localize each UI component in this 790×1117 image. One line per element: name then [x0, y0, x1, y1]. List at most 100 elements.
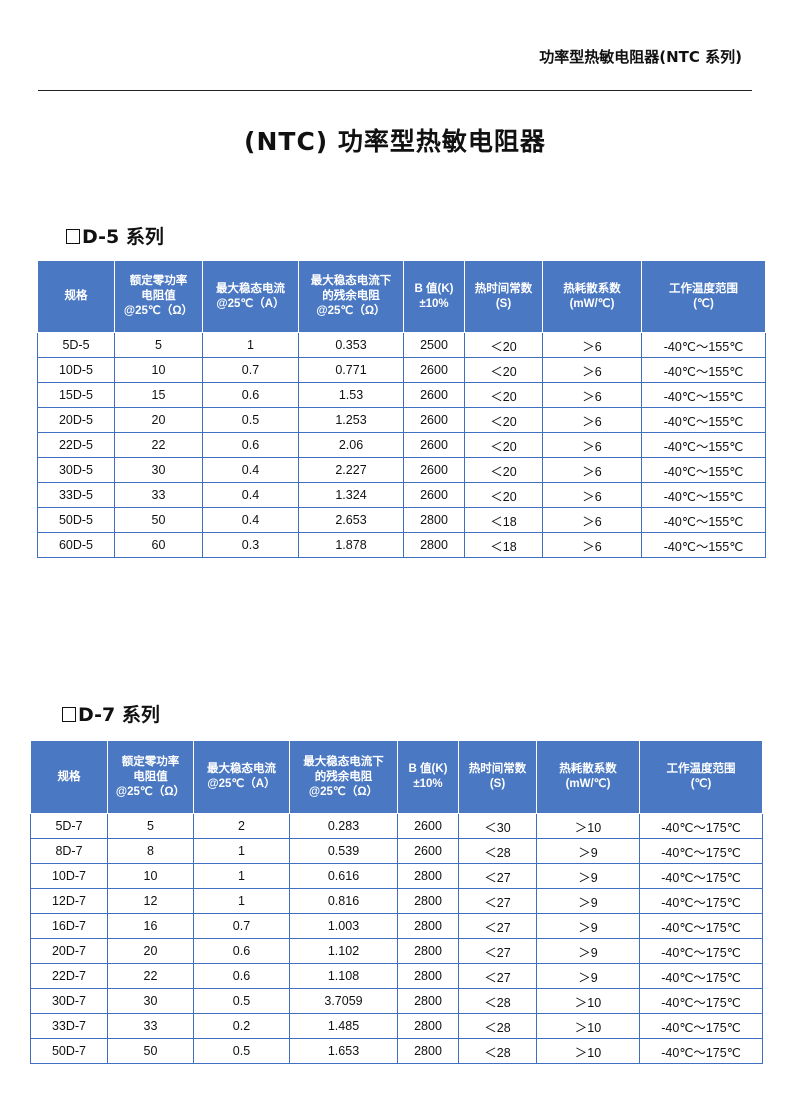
- cell-b-value: 2600: [403, 457, 465, 483]
- cell-model: 8D-7: [30, 838, 108, 864]
- cell-max-current: 2: [193, 813, 290, 839]
- cell-thermal-time-constant: ＜27: [458, 863, 537, 889]
- cell-residual-resistance: 0.816: [289, 888, 398, 914]
- cell-model: 10D-7: [30, 863, 108, 889]
- cell-model: 15D-5: [37, 382, 115, 408]
- cell-model: 22D-7: [30, 963, 108, 989]
- cell-dissipation-factor: ＞6: [542, 332, 642, 358]
- table-row: 20D-5 20 0.5 1.253 2600 ＜20 ＞6 -40℃～155℃: [37, 407, 766, 433]
- table-row: 5D-5 5 1 0.353 2500 ＜20 ＞6 -40℃～155℃: [37, 332, 766, 358]
- table-header-row: 规格 额定零功率 电阻值 @25℃（Ω） 最大稳态电流 @25℃（A） 最大稳态…: [30, 740, 763, 814]
- cell-temperature-range: -40℃～155℃: [641, 407, 766, 433]
- col-header-model: 规格: [37, 260, 115, 333]
- cell-rated-resistance: 60: [114, 532, 203, 558]
- cell-dissipation-factor: ＞9: [536, 838, 640, 864]
- cell-residual-resistance: 1.102: [289, 938, 398, 964]
- col-header-residual-resistance: 最大稳态电流下 的残余电阻 @25℃（Ω）: [289, 740, 398, 814]
- cell-model: 20D-7: [30, 938, 108, 964]
- table-row: 33D-7 33 0.2 1.485 2800 ＜28 ＞10 -40℃～175℃: [30, 1013, 763, 1039]
- col-header-b-value: B 值(K) ±10%: [397, 740, 459, 814]
- cell-max-current: 1: [193, 838, 290, 864]
- cell-residual-resistance: 0.283: [289, 813, 398, 839]
- cell-b-value: 2800: [397, 1013, 459, 1039]
- col-header-temperature-range: 工作温度范围 (℃): [639, 740, 763, 814]
- cell-residual-resistance: 2.227: [298, 457, 404, 483]
- col-header-max-current: 最大稳态电流 @25℃（A）: [202, 260, 299, 333]
- cell-b-value: 2800: [403, 532, 465, 558]
- spec-table-d7: 规格 额定零功率 电阻值 @25℃（Ω） 最大稳态电流 @25℃（A） 最大稳态…: [30, 740, 763, 1064]
- cell-b-value: 2800: [403, 507, 465, 533]
- table-row: 8D-7 8 1 0.539 2600 ＜28 ＞9 -40℃～175℃: [30, 838, 763, 864]
- cell-model: 50D-5: [37, 507, 115, 533]
- col-header-rated-resistance: 额定零功率 电阻值 @25℃（Ω）: [114, 260, 203, 333]
- cell-rated-resistance: 22: [107, 963, 194, 989]
- cell-rated-resistance: 16: [107, 913, 194, 939]
- cell-rated-resistance: 33: [114, 482, 203, 508]
- cell-thermal-time-constant: ＜20: [464, 432, 543, 458]
- cell-residual-resistance: 1.53: [298, 382, 404, 408]
- header-title: 功率型热敏电阻器(NTC 系列): [539, 48, 742, 66]
- cell-thermal-time-constant: ＜20: [464, 382, 543, 408]
- cell-dissipation-factor: ＞9: [536, 963, 640, 989]
- cell-rated-resistance: 5: [107, 813, 194, 839]
- cell-b-value: 2800: [397, 963, 459, 989]
- checkbox-square-icon: [62, 707, 76, 722]
- cell-max-current: 0.4: [202, 457, 299, 483]
- cell-max-current: 1: [202, 332, 299, 358]
- col-header-model: 规格: [30, 740, 108, 814]
- cell-max-current: 0.6: [193, 938, 290, 964]
- cell-dissipation-factor: ＞10: [536, 1013, 640, 1039]
- cell-thermal-time-constant: ＜28: [458, 988, 537, 1014]
- cell-temperature-range: -40℃～175℃: [639, 988, 763, 1014]
- cell-max-current: 0.7: [193, 913, 290, 939]
- cell-b-value: 2800: [397, 938, 459, 964]
- cell-dissipation-factor: ＞9: [536, 938, 640, 964]
- cell-dissipation-factor: ＞10: [536, 1038, 640, 1064]
- cell-model: 33D-7: [30, 1013, 108, 1039]
- cell-rated-resistance: 50: [114, 507, 203, 533]
- cell-temperature-range: -40℃～175℃: [639, 913, 763, 939]
- cell-temperature-range: -40℃～155℃: [641, 382, 766, 408]
- cell-dissipation-factor: ＞6: [542, 382, 642, 408]
- cell-rated-resistance: 20: [114, 407, 203, 433]
- cell-b-value: 2600: [397, 838, 459, 864]
- col-header-b-value: B 值(K) ±10%: [403, 260, 465, 333]
- cell-temperature-range: -40℃～155℃: [641, 432, 766, 458]
- cell-rated-resistance: 8: [107, 838, 194, 864]
- cell-model: 10D-5: [37, 357, 115, 383]
- cell-residual-resistance: 1.108: [289, 963, 398, 989]
- cell-dissipation-factor: ＞6: [542, 507, 642, 533]
- cell-thermal-time-constant: ＜20: [464, 482, 543, 508]
- cell-max-current: 0.2: [193, 1013, 290, 1039]
- col-header-rated-resistance: 额定零功率 电阻值 @25℃（Ω）: [107, 740, 194, 814]
- cell-thermal-time-constant: ＜27: [458, 938, 537, 964]
- cell-residual-resistance: 2.06: [298, 432, 404, 458]
- cell-dissipation-factor: ＞6: [542, 457, 642, 483]
- cell-dissipation-factor: ＞9: [536, 888, 640, 914]
- cell-rated-resistance: 12: [107, 888, 194, 914]
- table-row: 12D-7 12 1 0.816 2800 ＜27 ＞9 -40℃～175℃: [30, 888, 763, 914]
- col-header-dissipation-factor: 热耗散系数 (mW/℃): [536, 740, 640, 814]
- cell-residual-resistance: 0.771: [298, 357, 404, 383]
- cell-temperature-range: -40℃～175℃: [639, 938, 763, 964]
- cell-rated-resistance: 30: [114, 457, 203, 483]
- cell-temperature-range: -40℃～175℃: [639, 963, 763, 989]
- cell-max-current: 1: [193, 888, 290, 914]
- cell-b-value: 2600: [403, 357, 465, 383]
- table-row: 5D-7 5 2 0.283 2600 ＜30 ＞10 -40℃～175℃: [30, 813, 763, 839]
- cell-rated-resistance: 15: [114, 382, 203, 408]
- cell-model: 22D-5: [37, 432, 115, 458]
- cell-thermal-time-constant: ＜30: [458, 813, 537, 839]
- section-title-d5: D-5 系列: [66, 222, 164, 249]
- spec-table-d5: 规格 额定零功率 电阻值 @25℃（Ω） 最大稳态电流 @25℃（A） 最大稳态…: [37, 260, 766, 558]
- cell-dissipation-factor: ＞6: [542, 432, 642, 458]
- cell-thermal-time-constant: ＜27: [458, 913, 537, 939]
- cell-thermal-time-constant: ＜28: [458, 1038, 537, 1064]
- table-row: 22D-5 22 0.6 2.06 2600 ＜20 ＞6 -40℃～155℃: [37, 432, 766, 458]
- cell-max-current: 0.7: [202, 357, 299, 383]
- cell-model: 12D-7: [30, 888, 108, 914]
- cell-max-current: 0.5: [193, 988, 290, 1014]
- cell-max-current: 0.4: [202, 507, 299, 533]
- table-row: 50D-7 50 0.5 1.653 2800 ＜28 ＞10 -40℃～175℃: [30, 1038, 763, 1064]
- cell-b-value: 2600: [403, 432, 465, 458]
